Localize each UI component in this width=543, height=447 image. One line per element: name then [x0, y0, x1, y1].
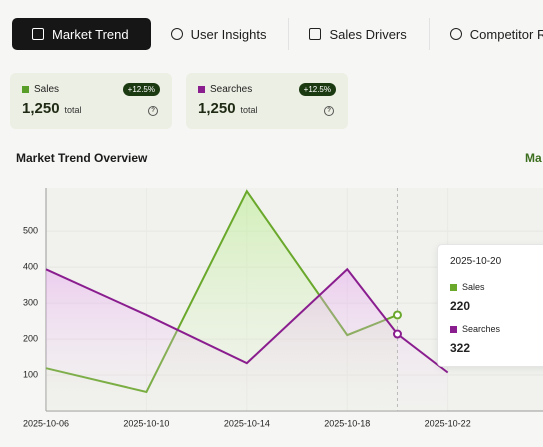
tooltip-date: 2025-10-20 [450, 256, 502, 267]
tooltip-name: Searches [462, 324, 501, 334]
tab[interactable]: Competitor Radar [430, 18, 543, 50]
hover-point [392, 329, 402, 339]
tab-label: Sales Drivers [329, 26, 407, 42]
card-label-text: Sales [34, 84, 60, 95]
legend-dot [22, 86, 29, 93]
unit: total [240, 105, 258, 115]
x-tick-label: 2025-10-22 [425, 418, 471, 428]
section-title: Market Trend Overview [16, 151, 148, 165]
badge: +12.5% [298, 83, 336, 96]
tab-bar: Market Trend User Insights Sales Drivers Co… [12, 18, 543, 50]
help-icon[interactable]: ? [148, 106, 158, 116]
unit: total [64, 105, 82, 115]
y-tick-label: 300 [23, 297, 38, 307]
legend-dot [450, 325, 457, 333]
tooltip-name: Sales [462, 282, 485, 292]
card-value: 1,250 total [198, 100, 258, 117]
tab-label: User Insights [190, 26, 267, 42]
y-tick-label: 400 [23, 262, 38, 272]
hover-point [392, 310, 402, 320]
area [46, 269, 448, 411]
x-tick-label: 2025-10-14 [224, 418, 270, 428]
stat-card: Sales +12.5% 1,250 total? [10, 73, 172, 129]
tab-icon [32, 28, 44, 40]
x-tick-label: 2025-10-18 [324, 418, 370, 428]
tab-label: Competitor Radar [469, 26, 543, 42]
x-tick-label: 2025-10-06 [23, 418, 69, 428]
y-tick-label: 500 [23, 226, 38, 236]
y-tick-label: 200 [23, 333, 38, 343]
card-label-text: Searches [210, 84, 253, 95]
line [45, 267, 449, 374]
tab[interactable]: Market Trend [12, 18, 151, 50]
tooltip-item: Searches [450, 324, 500, 334]
tooltip-value: 322 [450, 341, 471, 355]
card-label: Sales [22, 84, 59, 95]
section-link[interactable]: Ma [525, 151, 542, 165]
value: 1,250 [22, 100, 60, 117]
card-label: Searches [198, 84, 252, 95]
card-value: 1,250 total [22, 100, 82, 117]
value: 1,250 [198, 100, 236, 117]
tab-label: Market Trend [52, 26, 129, 42]
tab-icon [449, 28, 462, 40]
legend-dot [198, 86, 205, 93]
tab[interactable]: Sales Drivers [289, 18, 430, 50]
legend-dot [450, 283, 457, 291]
tab-icon [170, 28, 183, 40]
stat-card: Searches +12.5% 1,250 total? [186, 73, 348, 129]
help-icon[interactable]: ? [324, 106, 334, 116]
x-tick-label: 2025-10-10 [123, 418, 169, 428]
y-tick-label: 100 [23, 369, 38, 379]
tooltip: 2025-10-20 Sales 220 Searches 322 [437, 244, 543, 367]
tab-icon [309, 28, 322, 40]
tooltip-item: Sales [450, 282, 485, 292]
tooltip-value: 220 [450, 299, 471, 313]
badge: +12.5% [122, 83, 160, 96]
tab[interactable]: User Insights [151, 18, 290, 50]
